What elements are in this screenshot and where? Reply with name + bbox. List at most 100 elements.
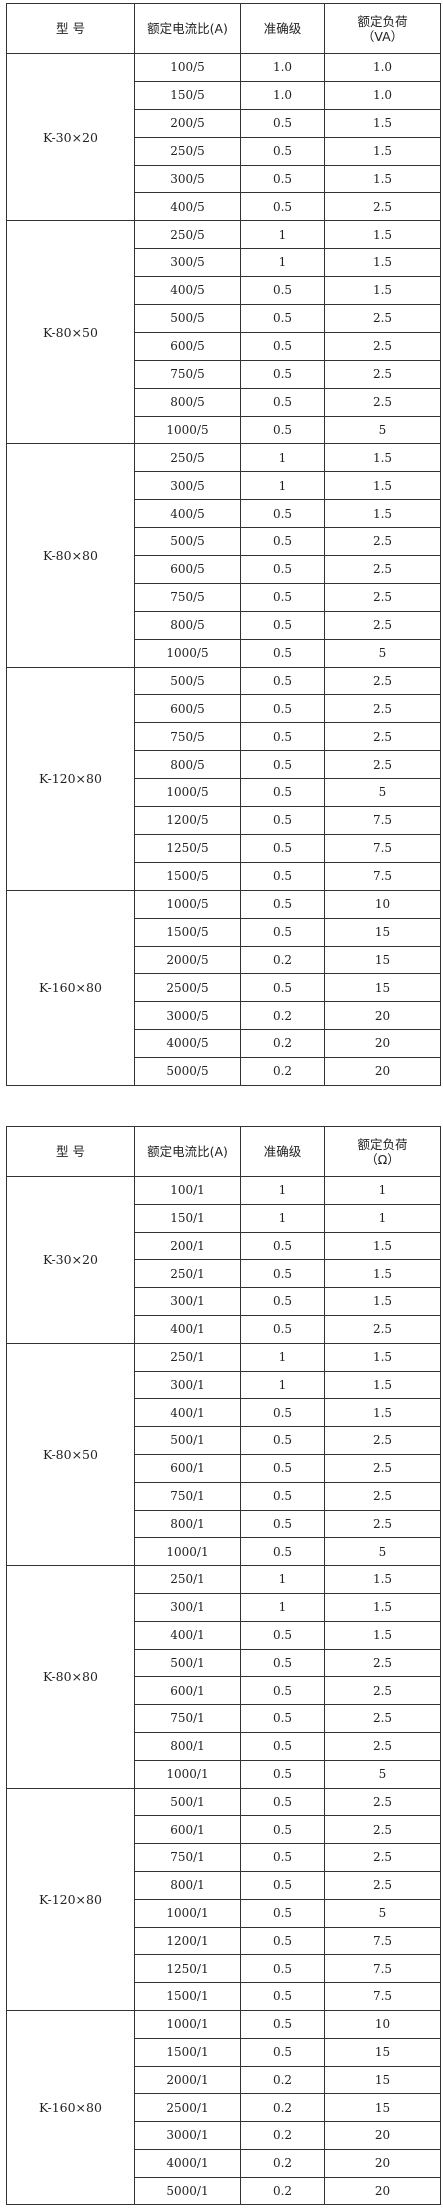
ratio-cell: 600/1 [134, 1815, 241, 1845]
spec-table-va: 型 号 额定电流比(A) 准确级 额定负荷 （VA） K-30×20 100/5 1… [6, 3, 441, 1086]
ratio-cell: 600/5 [134, 555, 241, 584]
accuracy-cell: 0.5 [240, 1426, 325, 1455]
accuracy-cell: 0.5 [240, 555, 325, 584]
ratio-cell: 400/5 [134, 276, 241, 306]
ratio-cell: 2000/1 [134, 2065, 241, 2095]
table-row: 5000/5 0.2 20 [7, 1057, 441, 1086]
table-row: 300/5 1 1.5 [7, 248, 441, 278]
ratio-cell: 1000/1 [134, 1537, 241, 1567]
accuracy-cell: 0.2 [240, 1029, 325, 1059]
accuracy-cell: 0.5 [240, 136, 325, 166]
ratio-cell: 3000/1 [134, 2121, 241, 2150]
load-cell: 2.5 [324, 722, 441, 752]
accuracy-cell: 1 [240, 1565, 325, 1594]
load-cell: 2.5 [324, 1676, 441, 1706]
ratio-cell: 400/1 [134, 1620, 241, 1650]
ratio-cell: 800/1 [134, 1731, 241, 1761]
accuracy-cell: 0.5 [240, 694, 325, 724]
ratio-cell: 150/1 [134, 1203, 241, 1233]
table-row: 1500/5 0.5 15 [7, 917, 441, 947]
accuracy-cell: 1 [240, 1176, 325, 1205]
load-cell: 2.5 [324, 666, 441, 696]
accuracy-cell: 0.5 [240, 331, 325, 361]
header-load: 额定负荷 （Ω） [324, 1126, 441, 1177]
header-ratio: 额定电流比(A) [134, 3, 241, 54]
accuracy-cell: 0.2 [240, 2121, 325, 2150]
load-cell: 15 [324, 917, 441, 947]
load-cell: 20 [324, 1057, 441, 1086]
accuracy-cell: 0.2 [240, 1057, 325, 1086]
ratio-cell: 800/5 [134, 610, 241, 640]
accuracy-cell: 1 [240, 1203, 325, 1233]
ratio-cell: 1000/5 [134, 778, 241, 808]
table-row: 200/1 0.5 1.5 [7, 1231, 441, 1261]
ratio-cell: 300/5 [134, 471, 241, 501]
table-row: 1000/5 0.5 5 [7, 778, 441, 808]
load-cell: 2.5 [324, 555, 441, 584]
load-cell: 20 [324, 2121, 441, 2150]
table-row: 1250/1 0.5 7.5 [7, 1954, 441, 1984]
load-cell: 7.5 [324, 1954, 441, 1984]
load-cell: 1.5 [324, 1592, 441, 1622]
header-model: 型 号 [6, 1126, 135, 1177]
ratio-cell: 5000/5 [134, 1057, 241, 1086]
accuracy-cell: 0.5 [240, 610, 325, 640]
table-row: 150/1 1 1 [7, 1203, 441, 1233]
ratio-cell: 750/1 [134, 1704, 241, 1733]
accuracy-cell: 0.5 [240, 1231, 325, 1261]
ratio-cell: 400/1 [134, 1398, 241, 1428]
table-row: 3000/5 0.2 20 [7, 1001, 441, 1031]
accuracy-cell: 0.5 [240, 1731, 325, 1761]
table-row: 800/5 0.5 2.5 [7, 387, 441, 417]
accuracy-cell: 1.0 [240, 53, 325, 82]
table-body: K-30×20 100/5 1.0 1.0 150/5 1.0 1.0 200/5 0.5 1.5… [6, 52, 441, 1086]
accuracy-cell: 0.5 [240, 1982, 325, 2011]
ratio-cell: 750/1 [134, 1843, 241, 1872]
table-row: 250/5 0.5 1.5 [7, 136, 441, 166]
table-row: 750/1 0.5 2.5 [7, 1843, 441, 1872]
ratio-cell: 1500/5 [134, 917, 241, 947]
ratio-cell: 1500/1 [134, 1982, 241, 2011]
accuracy-cell: 0.5 [240, 527, 325, 557]
load-cell: 15 [324, 2037, 441, 2067]
table-row: 600/1 0.5 2.5 [7, 1815, 441, 1845]
accuracy-cell: 0.5 [240, 415, 325, 445]
table-row: 600/1 0.5 2.5 [7, 1676, 441, 1706]
ratio-cell: 750/5 [134, 722, 241, 752]
table-row: 800/1 0.5 2.5 [7, 1509, 441, 1539]
accuracy-cell: 0.5 [240, 1898, 325, 1928]
table-row: 1200/1 0.5 7.5 [7, 1926, 441, 1956]
accuracy-cell: 0.5 [240, 1287, 325, 1316]
accuracy-cell: 0.5 [240, 1676, 325, 1706]
load-cell: 1.5 [324, 1342, 441, 1372]
load-cell: 7.5 [324, 1982, 441, 2011]
table-row: 300/1 1 1.5 [7, 1592, 441, 1622]
accuracy-cell: 0.5 [240, 1843, 325, 1872]
table-row: 1000/5 0.5 5 [7, 638, 441, 668]
load-cell: 1.5 [324, 276, 441, 306]
table-row: K-80×50 250/5 1 1.5 [6, 220, 441, 445]
ratio-cell: 600/1 [134, 1453, 241, 1483]
table-row: 750/1 0.5 2.5 [7, 1704, 441, 1733]
header-load-line1: 额定负荷 [357, 13, 408, 29]
ratio-cell: 2500/5 [134, 973, 241, 1003]
model-cell: K-160×80 [6, 2009, 135, 2206]
ratio-cell: 250/5 [134, 136, 241, 166]
table-row: 2500/1 0.2 15 [7, 2093, 441, 2123]
ratio-cell: 400/1 [134, 1314, 241, 1344]
table-body: K-30×20 100/1 1 1 150/1 1 1 200/1 0.5 1.5 250/1 0.5… [6, 1176, 441, 2206]
accuracy-cell: 0.5 [240, 1398, 325, 1428]
accuracy-cell: 0.5 [240, 2037, 325, 2067]
ratio-cell: 500/5 [134, 527, 241, 557]
accuracy-cell: 0.5 [240, 861, 325, 891]
ratio-cell: 2500/1 [134, 2093, 241, 2123]
ratio-cell: 500/1 [134, 1787, 241, 1817]
ratio-cell: 250/1 [134, 1342, 241, 1372]
accuracy-cell: 0.2 [240, 1001, 325, 1031]
table-row: 1500/1 0.5 15 [7, 2037, 441, 2067]
accuracy-cell: 0.5 [240, 1481, 325, 1511]
ratio-cell: 300/5 [134, 248, 241, 278]
load-cell: 1.5 [324, 1231, 441, 1261]
accuracy-cell: 0.5 [240, 582, 325, 612]
load-cell: 2.5 [324, 192, 441, 222]
